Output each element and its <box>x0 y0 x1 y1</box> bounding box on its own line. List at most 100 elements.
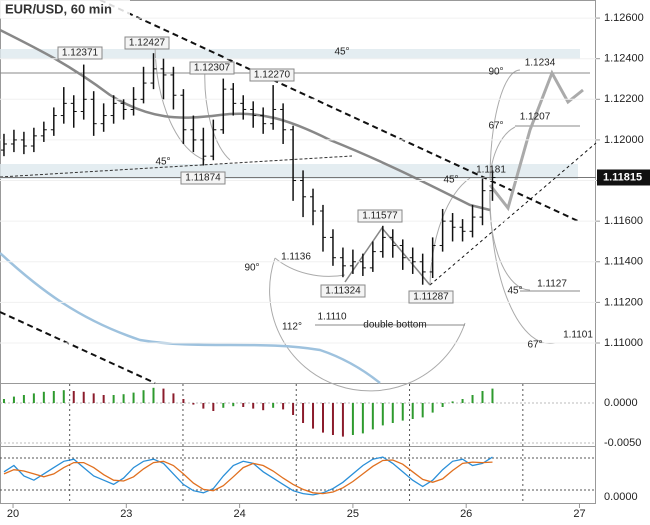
annotation: 1.11324 <box>325 286 361 297</box>
trend-line <box>99 0 579 222</box>
label-box <box>357 209 403 223</box>
ohlc-bar <box>290 125 297 201</box>
x-tick-label: 25 <box>347 508 359 520</box>
y-tick-label: 1.11000 <box>604 337 643 349</box>
ohlc-bar <box>0 133 7 157</box>
ohlc-bar <box>90 91 97 136</box>
annotation: 1.12427 <box>129 38 166 49</box>
annotation: 1.11287 <box>413 292 449 303</box>
x-tick-label: 27 <box>573 508 585 520</box>
arc <box>429 177 471 286</box>
trend-line <box>0 311 156 384</box>
ohlc-bar <box>60 87 67 124</box>
y-tick-label: 1.11200 <box>604 296 643 308</box>
ohlc-bar <box>489 170 496 201</box>
annotation: 1.1234 <box>525 58 556 69</box>
ohlc-bar <box>110 95 117 124</box>
ohlc-bar <box>379 225 386 258</box>
annotation: 45° <box>334 47 349 58</box>
ohlc-bar <box>310 188 317 226</box>
annotation: 112° <box>282 322 302 333</box>
chart-layer: 20 23 24 25 26 27 1.12600 1.12400 1.12200 1.12000… <box>0 12 650 520</box>
ohlc-bar <box>260 107 267 134</box>
annotation: 67° <box>527 340 542 351</box>
ohlc-bar <box>140 66 147 104</box>
ohlc-bar <box>329 229 336 266</box>
trend-line <box>0 155 353 178</box>
annotation: 1.12270 <box>254 70 291 81</box>
current-price-box <box>597 169 650 186</box>
y-tick-label: 1.12600 <box>604 12 644 24</box>
ohlc-bar <box>459 219 466 242</box>
ohlc-bar <box>120 99 127 120</box>
ohlc-bar <box>280 103 287 144</box>
annotation: 45° <box>155 157 170 168</box>
ohlc-bar <box>270 85 277 130</box>
annotation: 90° <box>244 263 259 274</box>
x-tick-label: 26 <box>460 508 472 520</box>
ohlc-bar <box>70 95 77 128</box>
ohlc-bar <box>359 253 366 276</box>
label-box <box>408 290 454 304</box>
label-box <box>57 46 103 60</box>
annotation: 67° <box>488 121 503 132</box>
ohlc-bar <box>170 66 177 110</box>
ohlc-bar <box>100 103 107 132</box>
y-tick-label: 0.0000 <box>604 491 638 503</box>
y-tick-label: -0.0050 <box>604 437 641 449</box>
ohlc-bar <box>150 53 157 90</box>
arc <box>489 126 516 181</box>
ohlc-bar <box>40 121 47 142</box>
label-box <box>249 68 295 82</box>
current-price-label: 1.11815 <box>603 171 642 183</box>
moving-average <box>0 28 491 212</box>
annotation: 1.1101 <box>563 330 593 341</box>
ohlc-bar <box>160 58 167 100</box>
arc <box>269 257 466 392</box>
annotation: 45° <box>507 286 522 297</box>
annotation: 1.12307 <box>194 63 231 74</box>
label-box <box>320 284 366 298</box>
ohlc-bar <box>439 208 446 252</box>
annotation: 1.1181 <box>476 165 506 176</box>
arc <box>154 44 206 161</box>
annotation: 1.1110 <box>317 312 347 323</box>
arc <box>204 66 231 161</box>
title-bg <box>0 0 130 18</box>
ohlc-bar <box>409 247 416 274</box>
arc <box>274 257 346 277</box>
ohlc-bar <box>220 78 227 134</box>
ohlc-bar <box>240 95 247 120</box>
plot-frame <box>0 0 596 504</box>
band <box>0 164 578 179</box>
ohlc-bar <box>10 129 17 153</box>
ohlc-bar <box>130 87 137 116</box>
ohlc-bar <box>389 229 396 258</box>
y-tick-label: 1.11400 <box>604 256 643 268</box>
ohlc-bar <box>369 241 376 272</box>
annotation: 45° <box>443 175 458 186</box>
annotation: 1.12371 <box>62 48 99 59</box>
ohlc-bar <box>230 83 237 116</box>
x-tick-label: 20 <box>7 508 19 520</box>
annotation: 1.11874 <box>185 173 221 184</box>
ohlc-bar <box>429 237 436 279</box>
ohlc-bar <box>180 89 187 144</box>
fan-arcs <box>154 44 556 392</box>
x-tick-label: 23 <box>120 508 132 520</box>
annotation: 1.11577 <box>362 211 398 222</box>
projection <box>488 69 584 212</box>
ohlc-bar <box>20 131 27 155</box>
ohlc-bar <box>80 64 87 120</box>
label-box <box>189 61 235 75</box>
y-tick-label: 1.12200 <box>604 93 644 105</box>
ohlc-bar <box>419 253 426 285</box>
arc <box>489 69 521 181</box>
ohlc-bar <box>50 107 57 136</box>
ohlc-bar <box>339 247 346 278</box>
moving-average <box>0 252 381 384</box>
annotation: double bottom <box>363 320 426 331</box>
label-box <box>124 36 170 50</box>
ohlc-bar <box>300 170 307 218</box>
band <box>0 49 580 59</box>
